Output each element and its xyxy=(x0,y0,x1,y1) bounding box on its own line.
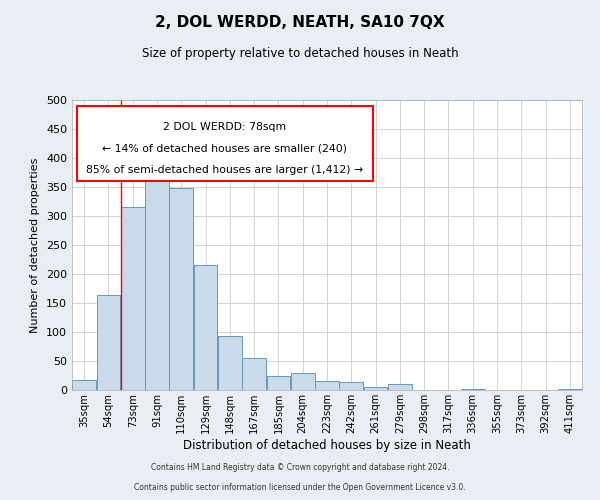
Bar xyxy=(169,188,193,390)
Bar xyxy=(340,382,363,390)
Text: 85% of semi-detached houses are larger (1,412) →: 85% of semi-detached houses are larger (… xyxy=(86,165,364,175)
Text: 2, DOL WERDD, NEATH, SA10 7QX: 2, DOL WERDD, NEATH, SA10 7QX xyxy=(155,15,445,30)
Text: Contains HM Land Registry data © Crown copyright and database right 2024.: Contains HM Land Registry data © Crown c… xyxy=(151,464,449,472)
Bar xyxy=(121,208,145,390)
Text: ← 14% of detached houses are smaller (240): ← 14% of detached houses are smaller (24… xyxy=(103,143,347,153)
Bar xyxy=(388,384,412,390)
Bar xyxy=(218,336,242,390)
Bar xyxy=(558,389,582,390)
Text: Size of property relative to detached houses in Neath: Size of property relative to detached ho… xyxy=(142,48,458,60)
FancyBboxPatch shape xyxy=(77,106,373,181)
Bar xyxy=(97,296,121,390)
X-axis label: Distribution of detached houses by size in Neath: Distribution of detached houses by size … xyxy=(183,438,471,452)
Bar xyxy=(145,171,169,390)
Bar xyxy=(461,389,485,390)
Bar xyxy=(291,373,314,390)
Bar xyxy=(72,380,96,390)
Bar xyxy=(266,376,290,390)
Text: Contains public sector information licensed under the Open Government Licence v3: Contains public sector information licen… xyxy=(134,484,466,492)
Bar xyxy=(194,266,217,390)
Y-axis label: Number of detached properties: Number of detached properties xyxy=(31,158,40,332)
Bar xyxy=(364,386,388,390)
Bar xyxy=(242,358,266,390)
Text: 2 DOL WERDD: 78sqm: 2 DOL WERDD: 78sqm xyxy=(163,122,287,132)
Bar xyxy=(315,382,339,390)
